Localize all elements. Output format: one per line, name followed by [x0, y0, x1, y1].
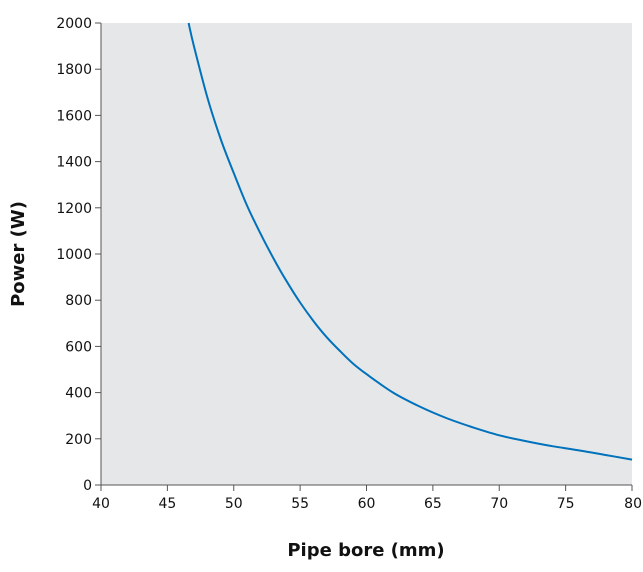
y-tick-label: 2000: [56, 16, 92, 32]
x-tick-label: 80: [624, 496, 642, 512]
y-tick-label: 1400: [56, 155, 92, 171]
y-tick-label: 200: [65, 432, 92, 448]
y-tick-label: 600: [65, 339, 92, 355]
x-tick-label: 70: [490, 496, 508, 512]
x-tick-label: 60: [358, 496, 376, 512]
y-tick-label: 1600: [56, 108, 92, 124]
series-group: [187, 22, 633, 461]
x-tick-label: 65: [424, 496, 442, 512]
y-tick-label: 1200: [56, 201, 92, 217]
x-axis-title: Pipe bore (mm): [287, 540, 444, 561]
y-tick-label: 1800: [56, 62, 92, 78]
x-tick-label: 45: [158, 496, 176, 512]
x-tick-label: 40: [92, 496, 110, 512]
y-tick-label: 400: [65, 386, 92, 402]
x-tick-label: 75: [557, 496, 575, 512]
x-axis-ticks: 40 45 50 55 60 65 70 75 80: [92, 485, 642, 512]
y-axis-title: Power (W): [8, 201, 29, 307]
y-tick-label: 800: [65, 293, 92, 309]
x-tick-label: 55: [291, 496, 309, 512]
y-tick-label: 1000: [56, 247, 92, 263]
y-axis-ticks: 0 200 400 600 800 1000 1200 1400 1600 1800 2000: [56, 16, 101, 494]
y-tick-label: 0: [83, 478, 92, 494]
x-tick-label: 50: [225, 496, 243, 512]
series-line: [187, 22, 633, 461]
plot-area: [101, 23, 632, 485]
